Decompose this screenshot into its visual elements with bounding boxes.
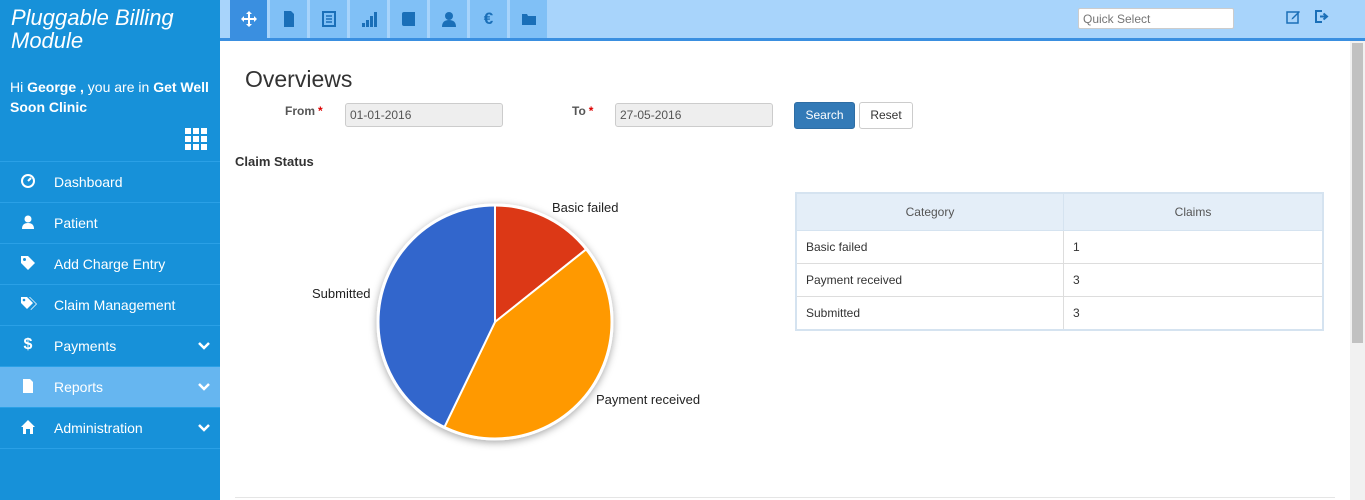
table-row: Submitted 3: [795, 296, 1324, 330]
sidebar-item-administration[interactable]: Administration: [0, 407, 220, 448]
pie-outline: [376, 203, 614, 441]
from-date-input[interactable]: 01-01-2016: [345, 103, 503, 127]
sidebar-item-add-charge-entry[interactable]: Add Charge Entry: [0, 243, 220, 284]
column-header-category[interactable]: Category: [795, 192, 1064, 231]
user-icon: [441, 12, 456, 27]
dollar-icon: $: [23, 336, 33, 353]
cell-claims: 3: [1063, 296, 1324, 330]
page-title: Overviews: [245, 66, 353, 92]
brand-line-1: Pluggable Billing: [11, 5, 174, 30]
brand-title[interactable]: Pluggable Billing Module: [11, 6, 174, 52]
tags-icon: [20, 296, 37, 312]
cell-claims: 1: [1063, 230, 1324, 264]
pie-label-payment-received: Payment received: [596, 392, 701, 407]
sidebar-divider: [0, 448, 220, 449]
sidebar-item-reports[interactable]: Reports: [0, 366, 220, 407]
divider: [235, 497, 1335, 498]
chevron-down-icon: [198, 421, 210, 433]
table-row: Basic failed 1: [795, 230, 1324, 264]
required-mark: *: [588, 104, 594, 118]
tag-icon: [20, 255, 36, 271]
search-button[interactable]: Search: [794, 102, 855, 129]
cell-category: Payment received: [795, 263, 1064, 297]
greeting: Hi George , you are in Get Well Soon Cli…: [10, 77, 210, 117]
cell-claims: 3: [1063, 263, 1324, 297]
top-toolbar: €: [220, 0, 1365, 41]
list-tab-button[interactable]: [310, 0, 347, 38]
from-label: From *: [285, 104, 323, 118]
cell-category: Basic failed: [795, 230, 1064, 264]
reset-button[interactable]: Reset: [859, 102, 913, 129]
move-icon: [240, 11, 257, 27]
sidebar: Pluggable Billing Module Hi George , you…: [0, 0, 220, 500]
pie-slices: [376, 203, 614, 441]
sidebar-item-payments[interactable]: $ Payments: [0, 325, 220, 366]
table-header-row: Category Claims: [795, 192, 1324, 231]
list-icon: [321, 11, 336, 27]
logout-icon[interactable]: [1314, 9, 1329, 24]
dashboard-tab-button[interactable]: [230, 0, 267, 38]
to-label-text: To: [572, 104, 586, 118]
to-label: To *: [572, 104, 593, 118]
sidebar-item-label: Claim Management: [54, 297, 176, 313]
greeting-prefix: Hi: [10, 79, 28, 95]
user-name: George ,: [27, 79, 84, 95]
from-label-text: From: [285, 104, 315, 118]
user-tab-button[interactable]: [430, 0, 467, 38]
chevron-down-icon: [198, 339, 210, 351]
chevron-down-icon: [198, 380, 210, 392]
file-icon: [283, 11, 294, 27]
claim-status-pie-chart: [376, 203, 614, 441]
sidebar-item-patient[interactable]: Patient: [0, 202, 220, 243]
to-date-input[interactable]: 27-05-2016: [615, 103, 773, 127]
edit-icon[interactable]: [1286, 9, 1301, 24]
apps-grid-icon[interactable]: [185, 128, 208, 151]
sidebar-item-label: Add Charge Entry: [54, 256, 166, 272]
pie-label-basic-failed: Basic failed: [552, 200, 619, 215]
signal-icon: [361, 12, 377, 27]
folder-icon: [521, 14, 536, 25]
scrollbar-thumb[interactable]: [1352, 43, 1363, 343]
book-tab-button[interactable]: [390, 0, 427, 38]
folder-tab-button[interactable]: [510, 0, 547, 38]
stats-tab-button[interactable]: [350, 0, 387, 38]
sidebar-item-label: Payments: [54, 338, 117, 354]
quick-select-input[interactable]: [1078, 8, 1234, 29]
file-icon: [20, 378, 36, 394]
brand-line-2: Module: [11, 28, 84, 53]
claim-status-heading: Claim Status: [235, 154, 314, 169]
required-mark: *: [318, 104, 323, 118]
claims-table: Category Claims Basic failed 1 Payment r…: [795, 192, 1324, 331]
sidebar-item-dashboard[interactable]: Dashboard: [0, 161, 220, 202]
sidebar-item-label: Patient: [54, 215, 98, 231]
sidebar-nav: Dashboard Patient Add Charge Entry Claim…: [0, 161, 220, 449]
book-icon: [401, 12, 415, 26]
dashboard-icon: [20, 173, 36, 189]
greeting-middle: you are in: [83, 79, 154, 95]
user-icon: [20, 214, 36, 230]
document-tab-button[interactable]: [270, 0, 307, 38]
clinic-name: Get Well Soon Clinic: [10, 79, 209, 115]
cell-category: Submitted: [795, 296, 1064, 330]
sidebar-item-label: Reports: [54, 379, 104, 395]
billing-tab-button[interactable]: €: [470, 0, 507, 38]
sidebar-item-claim-management[interactable]: Claim Management: [0, 284, 220, 325]
sidebar-item-label: Dashboard: [54, 174, 123, 190]
euro-icon: €: [483, 9, 494, 28]
home-icon: [20, 419, 36, 435]
sidebar-item-label: Administration: [54, 420, 143, 436]
pie-label-submitted: Submitted: [312, 286, 371, 301]
column-header-claims[interactable]: Claims: [1063, 192, 1324, 231]
table-row: Payment received 3: [795, 263, 1324, 297]
